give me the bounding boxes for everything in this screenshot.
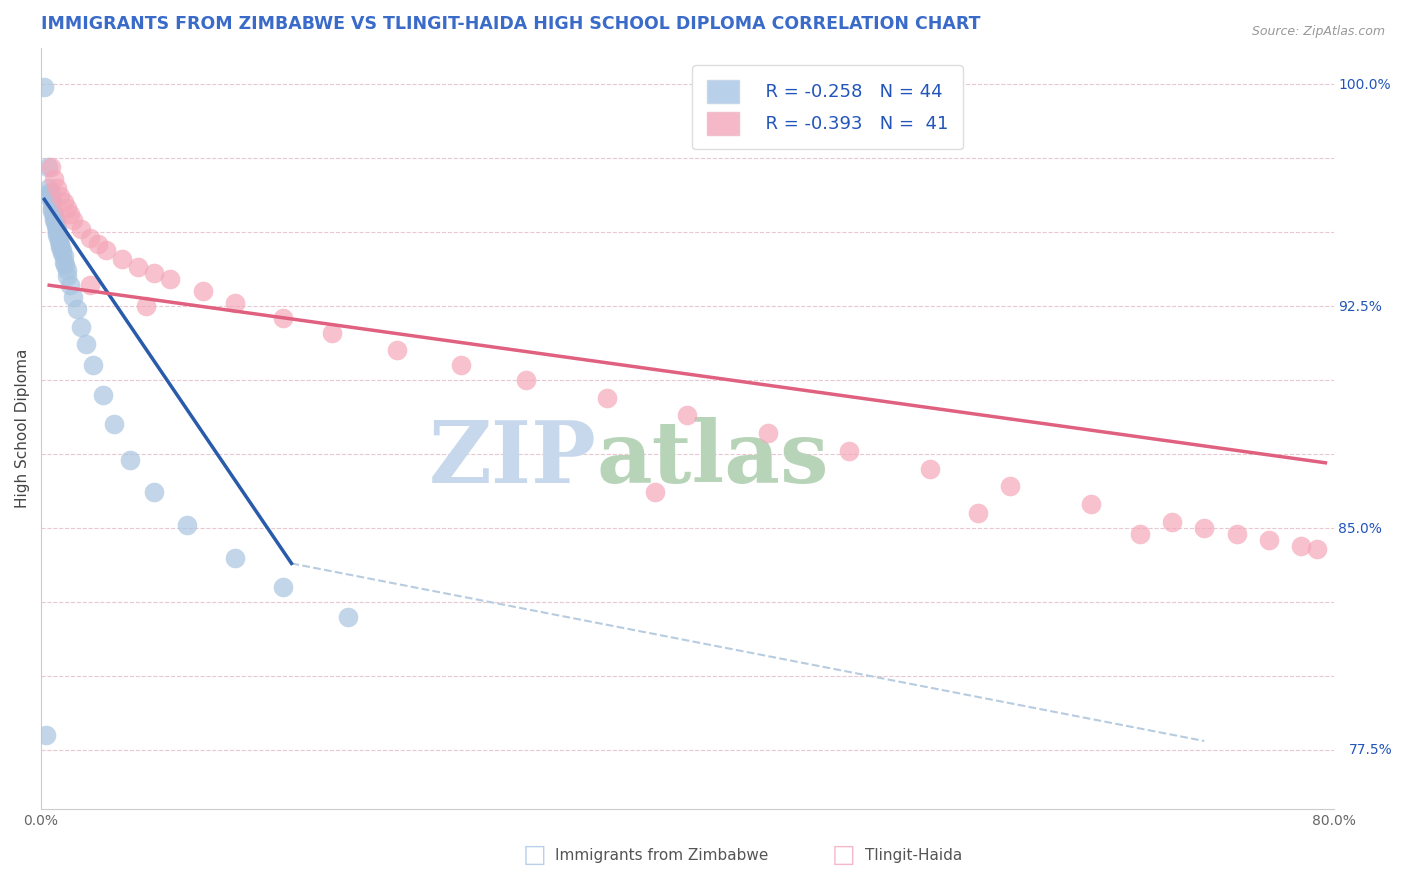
Point <box>75 337 97 351</box>
Point <box>34 79 56 94</box>
Point <box>118 453 141 467</box>
Point <box>1226 526 1249 541</box>
Point <box>48 234 70 248</box>
Point <box>51 243 73 257</box>
Point <box>66 301 89 316</box>
Point <box>45 219 67 233</box>
Point <box>70 319 93 334</box>
Point <box>42 207 65 221</box>
Legend:   R = -0.258   N = 44,   R = -0.393   N =  41: R = -0.258 N = 44, R = -0.393 N = 41 <box>692 65 963 149</box>
Point <box>49 189 72 203</box>
Point <box>135 299 157 313</box>
Point <box>42 210 65 224</box>
Point <box>49 236 72 251</box>
Point <box>1306 541 1329 556</box>
Point <box>127 260 149 275</box>
Y-axis label: High School Diploma: High School Diploma <box>15 349 30 508</box>
Point <box>59 207 82 221</box>
Point <box>42 213 65 227</box>
Point <box>70 222 93 236</box>
Point <box>48 231 70 245</box>
Point <box>46 180 69 194</box>
Point <box>49 240 72 254</box>
Point <box>1000 479 1022 493</box>
Point <box>273 310 295 325</box>
Point <box>52 195 75 210</box>
Point <box>644 485 666 500</box>
Point <box>676 409 699 423</box>
Text: □: □ <box>832 843 855 867</box>
Point <box>46 227 69 242</box>
Point <box>38 180 60 194</box>
Point <box>1161 515 1184 529</box>
Point <box>143 266 166 280</box>
Point <box>1257 533 1279 547</box>
Point <box>450 358 472 372</box>
Point <box>39 193 62 207</box>
Point <box>1289 539 1312 553</box>
Text: 77.5%: 77.5% <box>1348 743 1393 757</box>
Point <box>35 728 58 742</box>
Point <box>191 284 214 298</box>
Point <box>53 258 76 272</box>
Point <box>1129 526 1152 541</box>
Point <box>103 417 125 432</box>
Point <box>46 222 69 236</box>
Point <box>967 506 990 520</box>
Point <box>79 231 101 245</box>
Text: Immigrants from Zimbabwe: Immigrants from Zimbabwe <box>555 848 769 863</box>
Point <box>41 195 63 210</box>
Point <box>224 296 246 310</box>
Point <box>37 160 59 174</box>
Point <box>838 444 860 458</box>
Point <box>1080 497 1102 511</box>
Point <box>91 388 114 402</box>
Point <box>79 278 101 293</box>
Point <box>56 201 79 215</box>
Text: atlas: atlas <box>596 417 830 501</box>
Point <box>41 201 63 215</box>
Point <box>515 373 537 387</box>
Point <box>385 343 408 358</box>
Point <box>176 518 198 533</box>
Text: Tlingit-Haida: Tlingit-Haida <box>865 848 962 863</box>
Point <box>39 160 62 174</box>
Point <box>111 252 134 266</box>
Point <box>51 245 73 260</box>
Point <box>1194 521 1216 535</box>
Point <box>273 580 295 594</box>
Point <box>224 550 246 565</box>
Point <box>42 171 65 186</box>
Point <box>159 272 181 286</box>
Point <box>38 186 60 201</box>
Point <box>45 216 67 230</box>
Point <box>82 358 104 372</box>
Point <box>52 249 75 263</box>
Point <box>86 236 108 251</box>
Point <box>41 204 63 219</box>
Point <box>321 326 343 340</box>
Point <box>62 290 84 304</box>
Point <box>94 243 117 257</box>
Text: □: □ <box>523 843 546 867</box>
Point <box>46 225 69 239</box>
Text: Source: ZipAtlas.com: Source: ZipAtlas.com <box>1251 25 1385 38</box>
Text: IMMIGRANTS FROM ZIMBABWE VS TLINGIT-HAIDA HIGH SCHOOL DIPLOMA CORRELATION CHART: IMMIGRANTS FROM ZIMBABWE VS TLINGIT-HAID… <box>41 15 980 33</box>
Point <box>918 461 941 475</box>
Point <box>52 254 75 268</box>
Point <box>39 186 62 201</box>
Point <box>56 263 79 277</box>
Point <box>756 426 779 441</box>
Point <box>56 269 79 284</box>
Text: ZIP: ZIP <box>429 417 596 501</box>
Point <box>143 485 166 500</box>
Point <box>337 609 360 624</box>
Point <box>595 391 617 405</box>
Point <box>45 216 67 230</box>
Point <box>59 278 82 293</box>
Point <box>62 213 84 227</box>
